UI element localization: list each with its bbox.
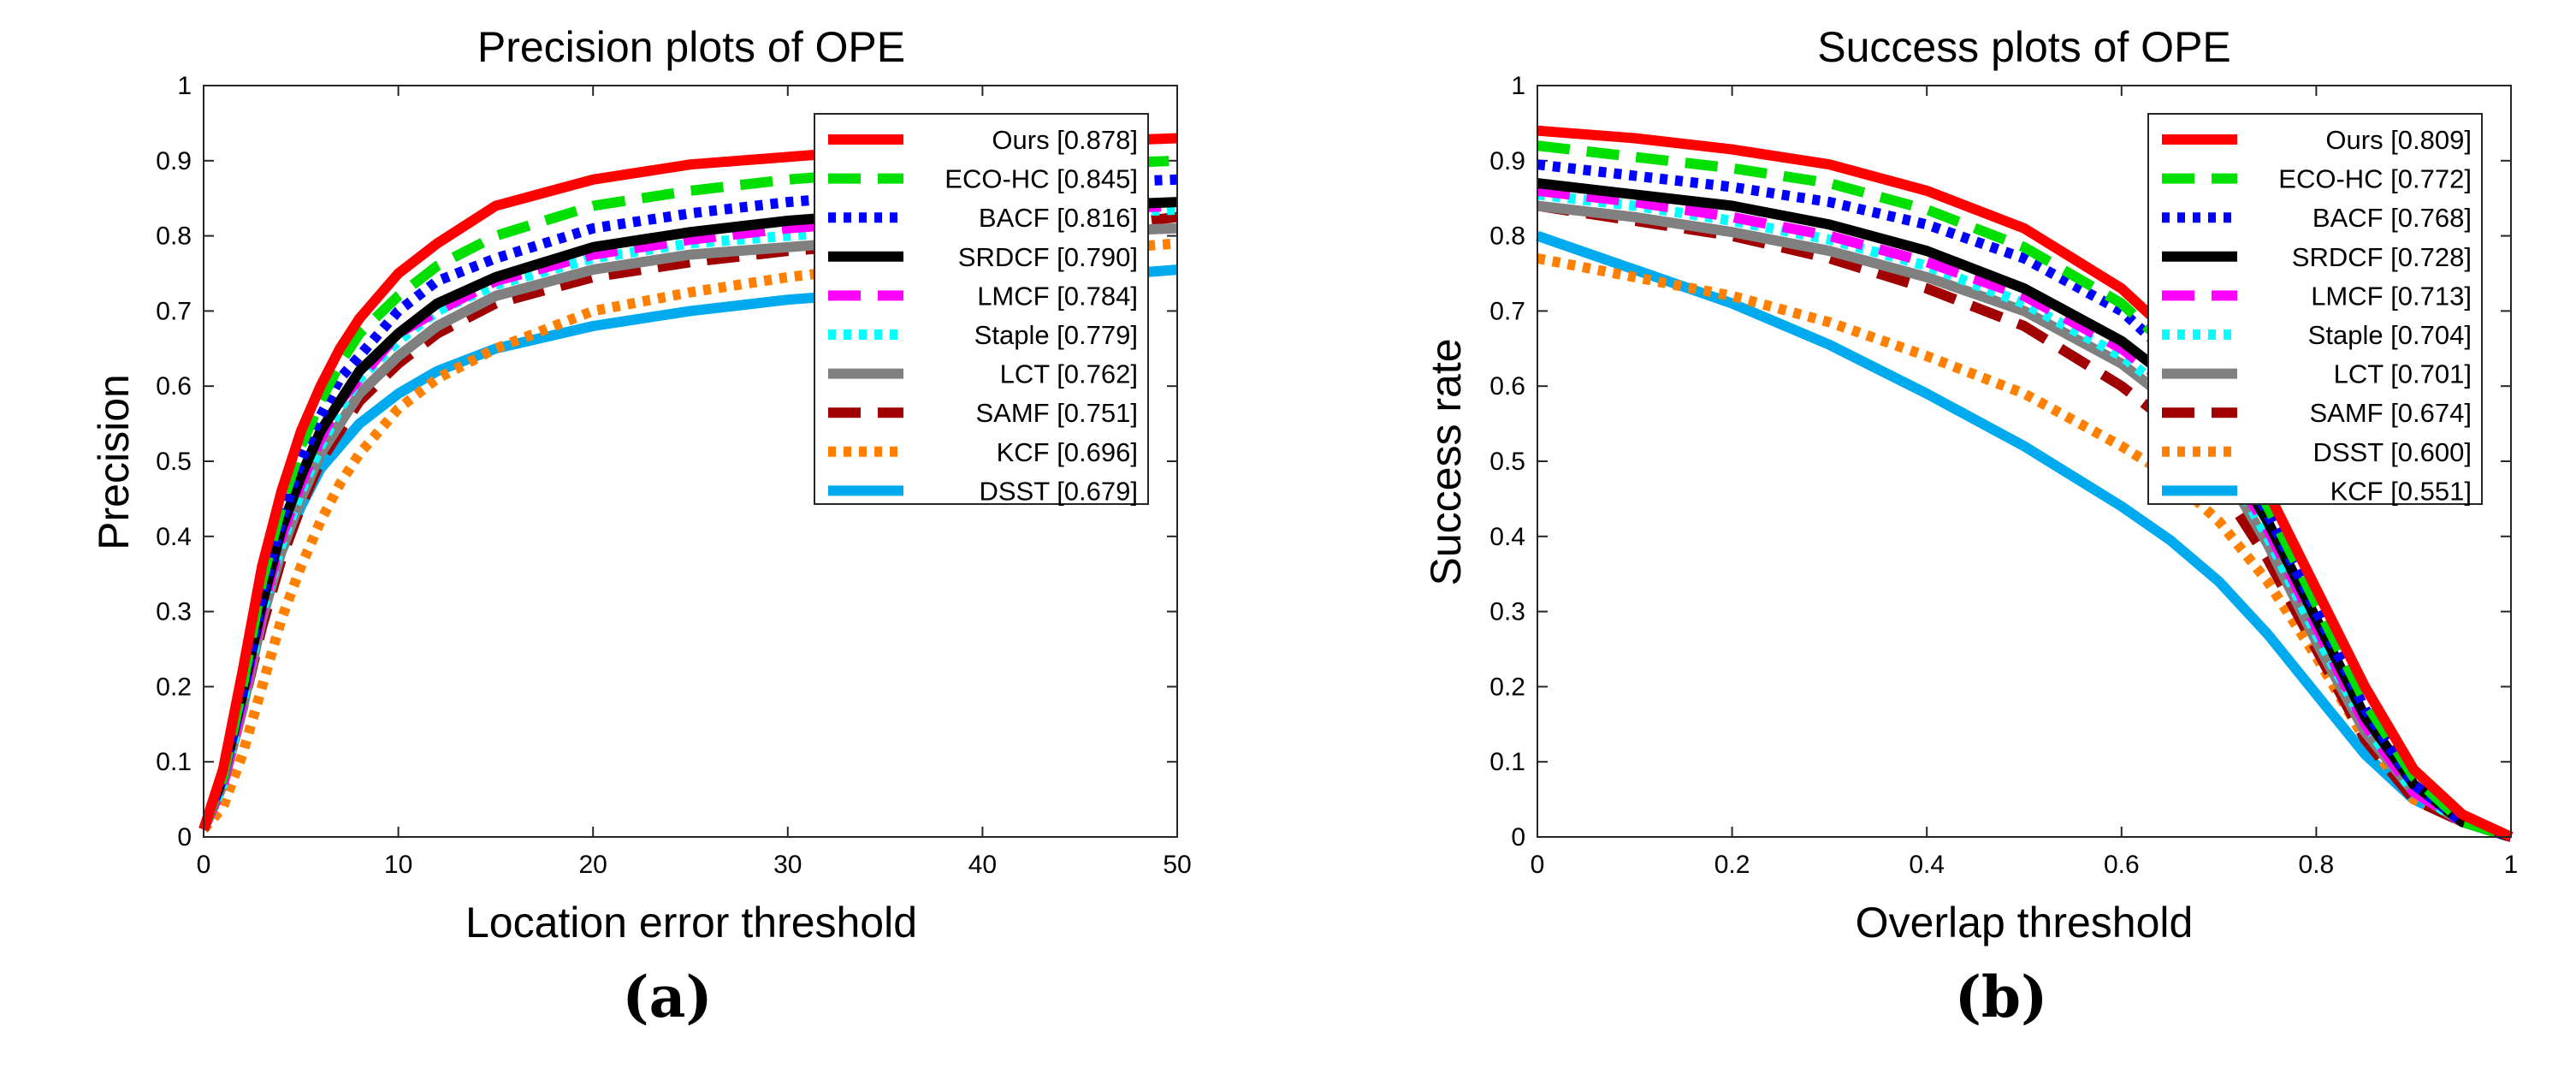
panel-caption: (a): [622, 964, 712, 1030]
legend-label: SRDCF [0.728]: [2292, 242, 2472, 272]
axes-box: [203, 85, 1178, 838]
x-tick-label: 20: [579, 851, 607, 879]
legend: Ours [0.878] ECO-HC [0.845] BACF [0.816] SR…: [814, 113, 1149, 506]
y-tick-label: 0: [1511, 823, 1525, 851]
legend-label: SRDCF [0.790]: [958, 242, 1138, 272]
legend-label: DSST [0.600]: [2312, 437, 2472, 467]
legend-entries: Ours [0.878] ECO-HC [0.845] BACF [0.816] SR…: [828, 125, 1138, 506]
legend-label: LMCF [0.713]: [2311, 281, 2472, 311]
legend-label: ECO-HC [0.845]: [945, 164, 1138, 194]
legend-label: LMCF [0.784]: [977, 281, 1138, 311]
axes-box: [1537, 85, 2512, 838]
y-tick-label: 0.6: [1489, 372, 1525, 401]
legend-label: LCT [0.762]: [1000, 359, 1138, 389]
x-axis-label: Location error threshold: [465, 899, 917, 946]
x-tick-label: 50: [1163, 851, 1191, 879]
legend-label: DSST [0.679]: [979, 476, 1138, 506]
y-tick-label: 0.4: [1489, 523, 1525, 551]
legend-label: Staple [0.779]: [974, 320, 1138, 350]
y-tick-label: 0.5: [1489, 448, 1525, 476]
x-tick-label: 0.4: [1909, 851, 1945, 879]
y-tick-label: 0: [177, 823, 192, 851]
y-tick-label: 0.5: [156, 448, 192, 476]
y-tick-label: 0.4: [156, 523, 192, 551]
legend-label: ECO-HC [0.772]: [2278, 164, 2472, 194]
legend-label: SAMF [0.751]: [975, 398, 1138, 428]
legend-label: SAMF [0.674]: [2309, 398, 2472, 428]
y-tick-label: 0.3: [1489, 598, 1525, 626]
legend-label: KCF [0.696]: [997, 437, 1138, 467]
x-tick-label: 0.6: [2104, 851, 2140, 879]
legend-label: LCT [0.701]: [2334, 359, 2472, 389]
x-tick-label: 0.8: [2299, 851, 2335, 879]
precision-panel: Precision plots of OPE Location error th…: [90, 23, 1192, 1030]
success-panel: Success plots of OPE Overlap threshold S…: [1422, 23, 2518, 1030]
y-tick-label: 0.1: [156, 748, 192, 776]
panel-caption: (b): [1955, 964, 2048, 1030]
chart-title: Success plots of OPE: [1817, 23, 2231, 71]
axes: 0 10 20 30 40 50 0 0.1 0.2 0.3 0.4 0.5 0.6 0.7 0.8 0.9 1: [156, 72, 1191, 879]
y-tick-label: 0.7: [1489, 297, 1525, 325]
x-axis-label: Overlap threshold: [1856, 899, 2194, 946]
axes: 0 0.2 0.4 0.6 0.8 1 0 0.1 0.2 0.3 0.4 0.5 0.6 0.7 0.8 0…: [1489, 72, 2518, 879]
y-tick-label: 0.6: [156, 372, 192, 401]
x-tick-label: 30: [773, 851, 802, 879]
legend-entries: Ours [0.809] ECO-HC [0.772] BACF [0.768] SR…: [2162, 125, 2472, 506]
legend-box: [2147, 113, 2483, 505]
y-tick-label: 0.2: [1489, 673, 1525, 701]
legend: Ours [0.809] ECO-HC [0.772] BACF [0.768] SR…: [2147, 113, 2483, 506]
x-tick-label: 0: [197, 851, 211, 879]
x-tick-label: 0.2: [1714, 851, 1750, 879]
y-tick-label: 0.9: [1489, 147, 1525, 175]
x-tick-label: 0: [1531, 851, 1545, 879]
series-line-kcf: [199, 238, 1178, 834]
legend-box: [814, 113, 1149, 505]
y-tick-label: 1: [177, 72, 192, 100]
y-tick-label: 0.8: [156, 223, 192, 251]
y-axis-label: Precision: [90, 374, 138, 550]
y-tick-label: 0.9: [156, 147, 192, 175]
legend-label: BACF [0.816]: [979, 203, 1138, 233]
x-tick-label: 40: [968, 851, 997, 879]
x-tick-label: 1: [2504, 851, 2519, 879]
legend-label: Staple [0.704]: [2308, 320, 2472, 350]
legend-label: Ours [0.878]: [992, 125, 1138, 155]
legend-label: Ours [0.809]: [2325, 125, 2472, 155]
x-tick-label: 10: [384, 851, 412, 879]
legend-label: KCF [0.551]: [2330, 476, 2472, 506]
legend-label: BACF [0.768]: [2312, 203, 2472, 233]
y-tick-label: 0.2: [156, 673, 192, 701]
y-tick-label: 0.3: [156, 598, 192, 626]
y-tick-label: 1: [1511, 72, 1525, 100]
series-line-dsst: [1536, 253, 2513, 842]
chart-title: Precision plots of OPE: [477, 23, 905, 71]
y-tick-label: 0.8: [1489, 223, 1525, 251]
y-tick-label: 0.1: [1489, 748, 1525, 776]
y-axis-label: Success rate: [1422, 338, 1470, 585]
y-tick-label: 0.7: [156, 297, 192, 325]
